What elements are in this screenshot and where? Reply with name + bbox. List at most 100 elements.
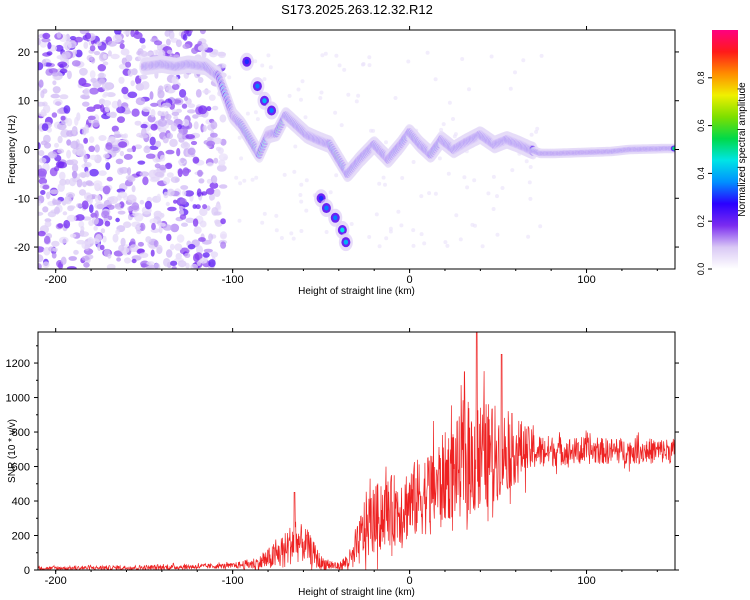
noise-blob: [206, 106, 212, 112]
noise-blob: [134, 144, 143, 150]
noise-blob: [206, 178, 212, 184]
noise-blob: [66, 214, 77, 222]
noise-blob: [59, 236, 69, 244]
y-tick-label: 600: [12, 462, 30, 474]
noise-blob: [175, 39, 182, 48]
x-tick-label: 0: [407, 575, 413, 587]
noise-blob: [198, 178, 205, 184]
noise-blob: [441, 122, 446, 127]
noise-blob: [164, 30, 171, 37]
noise-blob: [69, 233, 77, 238]
noise-blob: [411, 160, 416, 164]
noise-blob: [154, 171, 164, 178]
noise-blob: [99, 244, 105, 251]
noise-blob: [73, 249, 79, 255]
noise-blob: [96, 203, 105, 210]
noise-blob: [163, 258, 171, 267]
noise-blob: [93, 180, 103, 188]
noise-blob: [534, 129, 539, 134]
noise-blob: [299, 229, 304, 233]
snr-frame: [37, 331, 676, 571]
noise-blob: [187, 109, 196, 114]
noise-blob: [56, 31, 62, 39]
noise-blob: [38, 200, 41, 206]
noise-blob: [182, 167, 190, 177]
noise-blob: [182, 43, 191, 50]
noise-blob: [79, 231, 90, 238]
noise-blob: [117, 99, 122, 108]
noise-blob: [191, 47, 199, 54]
noise-blob: [165, 149, 175, 155]
noise-blob: [57, 148, 65, 154]
noise-blob: [190, 263, 198, 269]
noise-blob: [274, 213, 279, 218]
noise-blob: [181, 222, 188, 227]
noise-blob: [250, 177, 255, 182]
noise-blob: [102, 100, 112, 107]
noise-blob: [68, 177, 77, 187]
noise-blob: [427, 191, 432, 196]
noise-blob: [180, 142, 191, 149]
noise-blob: [184, 252, 191, 258]
noise-blob: [210, 251, 219, 258]
noise-blob: [192, 156, 200, 164]
branch-core: [255, 83, 260, 89]
noise-blob: [98, 72, 105, 78]
noise-blob: [400, 176, 405, 180]
noise-blob: [127, 206, 133, 212]
noise-blob: [40, 190, 46, 195]
noise-blob: [150, 102, 159, 107]
noise-blob: [192, 204, 197, 209]
noise-blob: [274, 228, 279, 233]
noise-blob: [202, 124, 207, 132]
noise-blob: [210, 121, 218, 130]
noise-blob: [98, 78, 106, 85]
noise-blob: [182, 189, 187, 197]
noise-blob: [175, 108, 182, 113]
noise-blob: [406, 59, 411, 64]
noise-blob: [76, 178, 83, 188]
noise-blob: [57, 122, 67, 131]
noise-blob: [104, 105, 110, 113]
noise-blob: [289, 231, 294, 236]
noise-blob: [419, 232, 424, 237]
noise-blob: [102, 61, 109, 66]
noise-blob: [94, 210, 99, 219]
noise-blob: [66, 139, 72, 146]
noise-blob: [83, 41, 89, 49]
noise-blob: [170, 260, 178, 266]
noise-blob: [184, 30, 190, 35]
noise-blob: [354, 99, 359, 104]
noise-blob: [242, 178, 247, 183]
noise-blob: [44, 235, 51, 244]
y-tick-label: 800: [12, 427, 30, 439]
noise-blob: [66, 266, 77, 269]
noise-blob: [183, 96, 188, 102]
noise-blob: [149, 218, 158, 225]
noise-blob: [133, 31, 143, 40]
noise-blob: [112, 34, 123, 43]
noise-blob: [102, 185, 111, 195]
noise-blob: [384, 236, 389, 241]
noise-blob: [422, 241, 427, 246]
noise-blob: [103, 153, 110, 159]
noise-blob: [166, 172, 174, 178]
noise-blob: [140, 81, 150, 90]
noise-blob: [119, 150, 125, 157]
noise-blob: [107, 50, 112, 57]
noise-blob: [237, 135, 242, 140]
noise-blob: [107, 253, 112, 259]
noise-blob: [192, 218, 199, 227]
noise-blob: [51, 112, 58, 118]
noise-blob: [139, 171, 150, 177]
noise-blob: [62, 211, 68, 216]
noise-blob: [367, 55, 372, 60]
figure-title: S173.2025.263.12.32.R12: [281, 2, 433, 17]
noise-blob: [199, 257, 208, 264]
noise-blob: [193, 121, 199, 130]
noise-blob: [81, 94, 90, 100]
x-tick-label: -100: [222, 575, 244, 587]
noise-blob: [187, 243, 196, 250]
colorbar-tick-label: 0.4: [696, 167, 706, 180]
